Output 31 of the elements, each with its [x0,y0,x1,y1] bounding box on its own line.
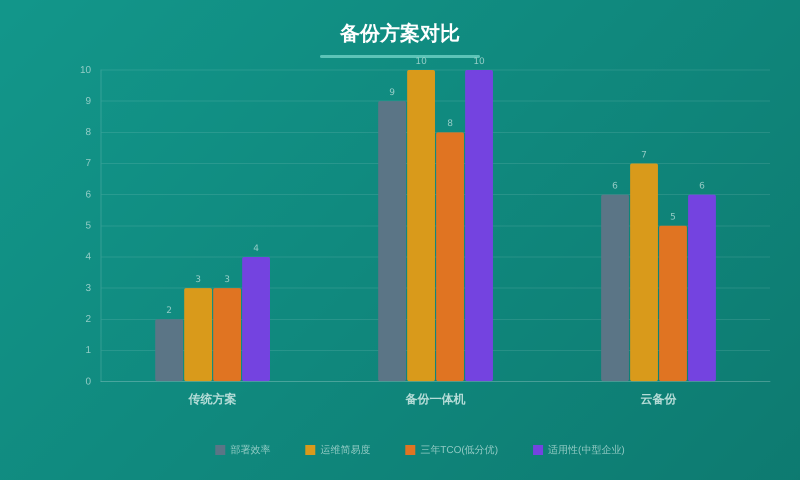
legend-label: 适用性(中型企业) [548,444,625,456]
y-tick-label: 6 [86,189,92,200]
data-label: 3 [195,274,201,285]
data-label: 10 [415,56,428,67]
legend-label: 三年TCO(低分优) [420,444,498,456]
y-tick-label: 3 [86,282,92,294]
data-label: 10 [473,56,486,67]
x-tick-label: 云备份 [640,392,678,406]
y-tick-label: 5 [86,220,92,232]
data-label: 9 [389,88,396,98]
y-tick-label: 4 [86,252,92,263]
y-tick-label: 7 [86,158,92,170]
data-label: 6 [612,181,618,192]
x-tick-label: 备份一体机 [404,392,466,406]
data-label: 5 [670,212,676,223]
data-label: 7 [641,150,647,160]
x-tick-label: 传统方案 [188,392,237,406]
y-tick-label: 1 [86,345,92,356]
y-tick-label: 0 [86,376,92,388]
data-label: 2 [166,306,172,316]
y-tick-label: 8 [86,127,92,138]
chart-title: 备份方案对比 [338,20,461,47]
y-tick-label: 9 [86,96,92,107]
data-label: 8 [447,119,454,130]
legend-label: 运维简易度 [320,444,370,456]
data-label: 3 [224,274,230,285]
data-label: 4 [253,244,260,254]
legend-label: 部署效率 [230,444,270,456]
y-tick-label: 10 [80,64,92,76]
data-label: 6 [699,181,706,192]
y-tick-label: 2 [86,314,92,326]
